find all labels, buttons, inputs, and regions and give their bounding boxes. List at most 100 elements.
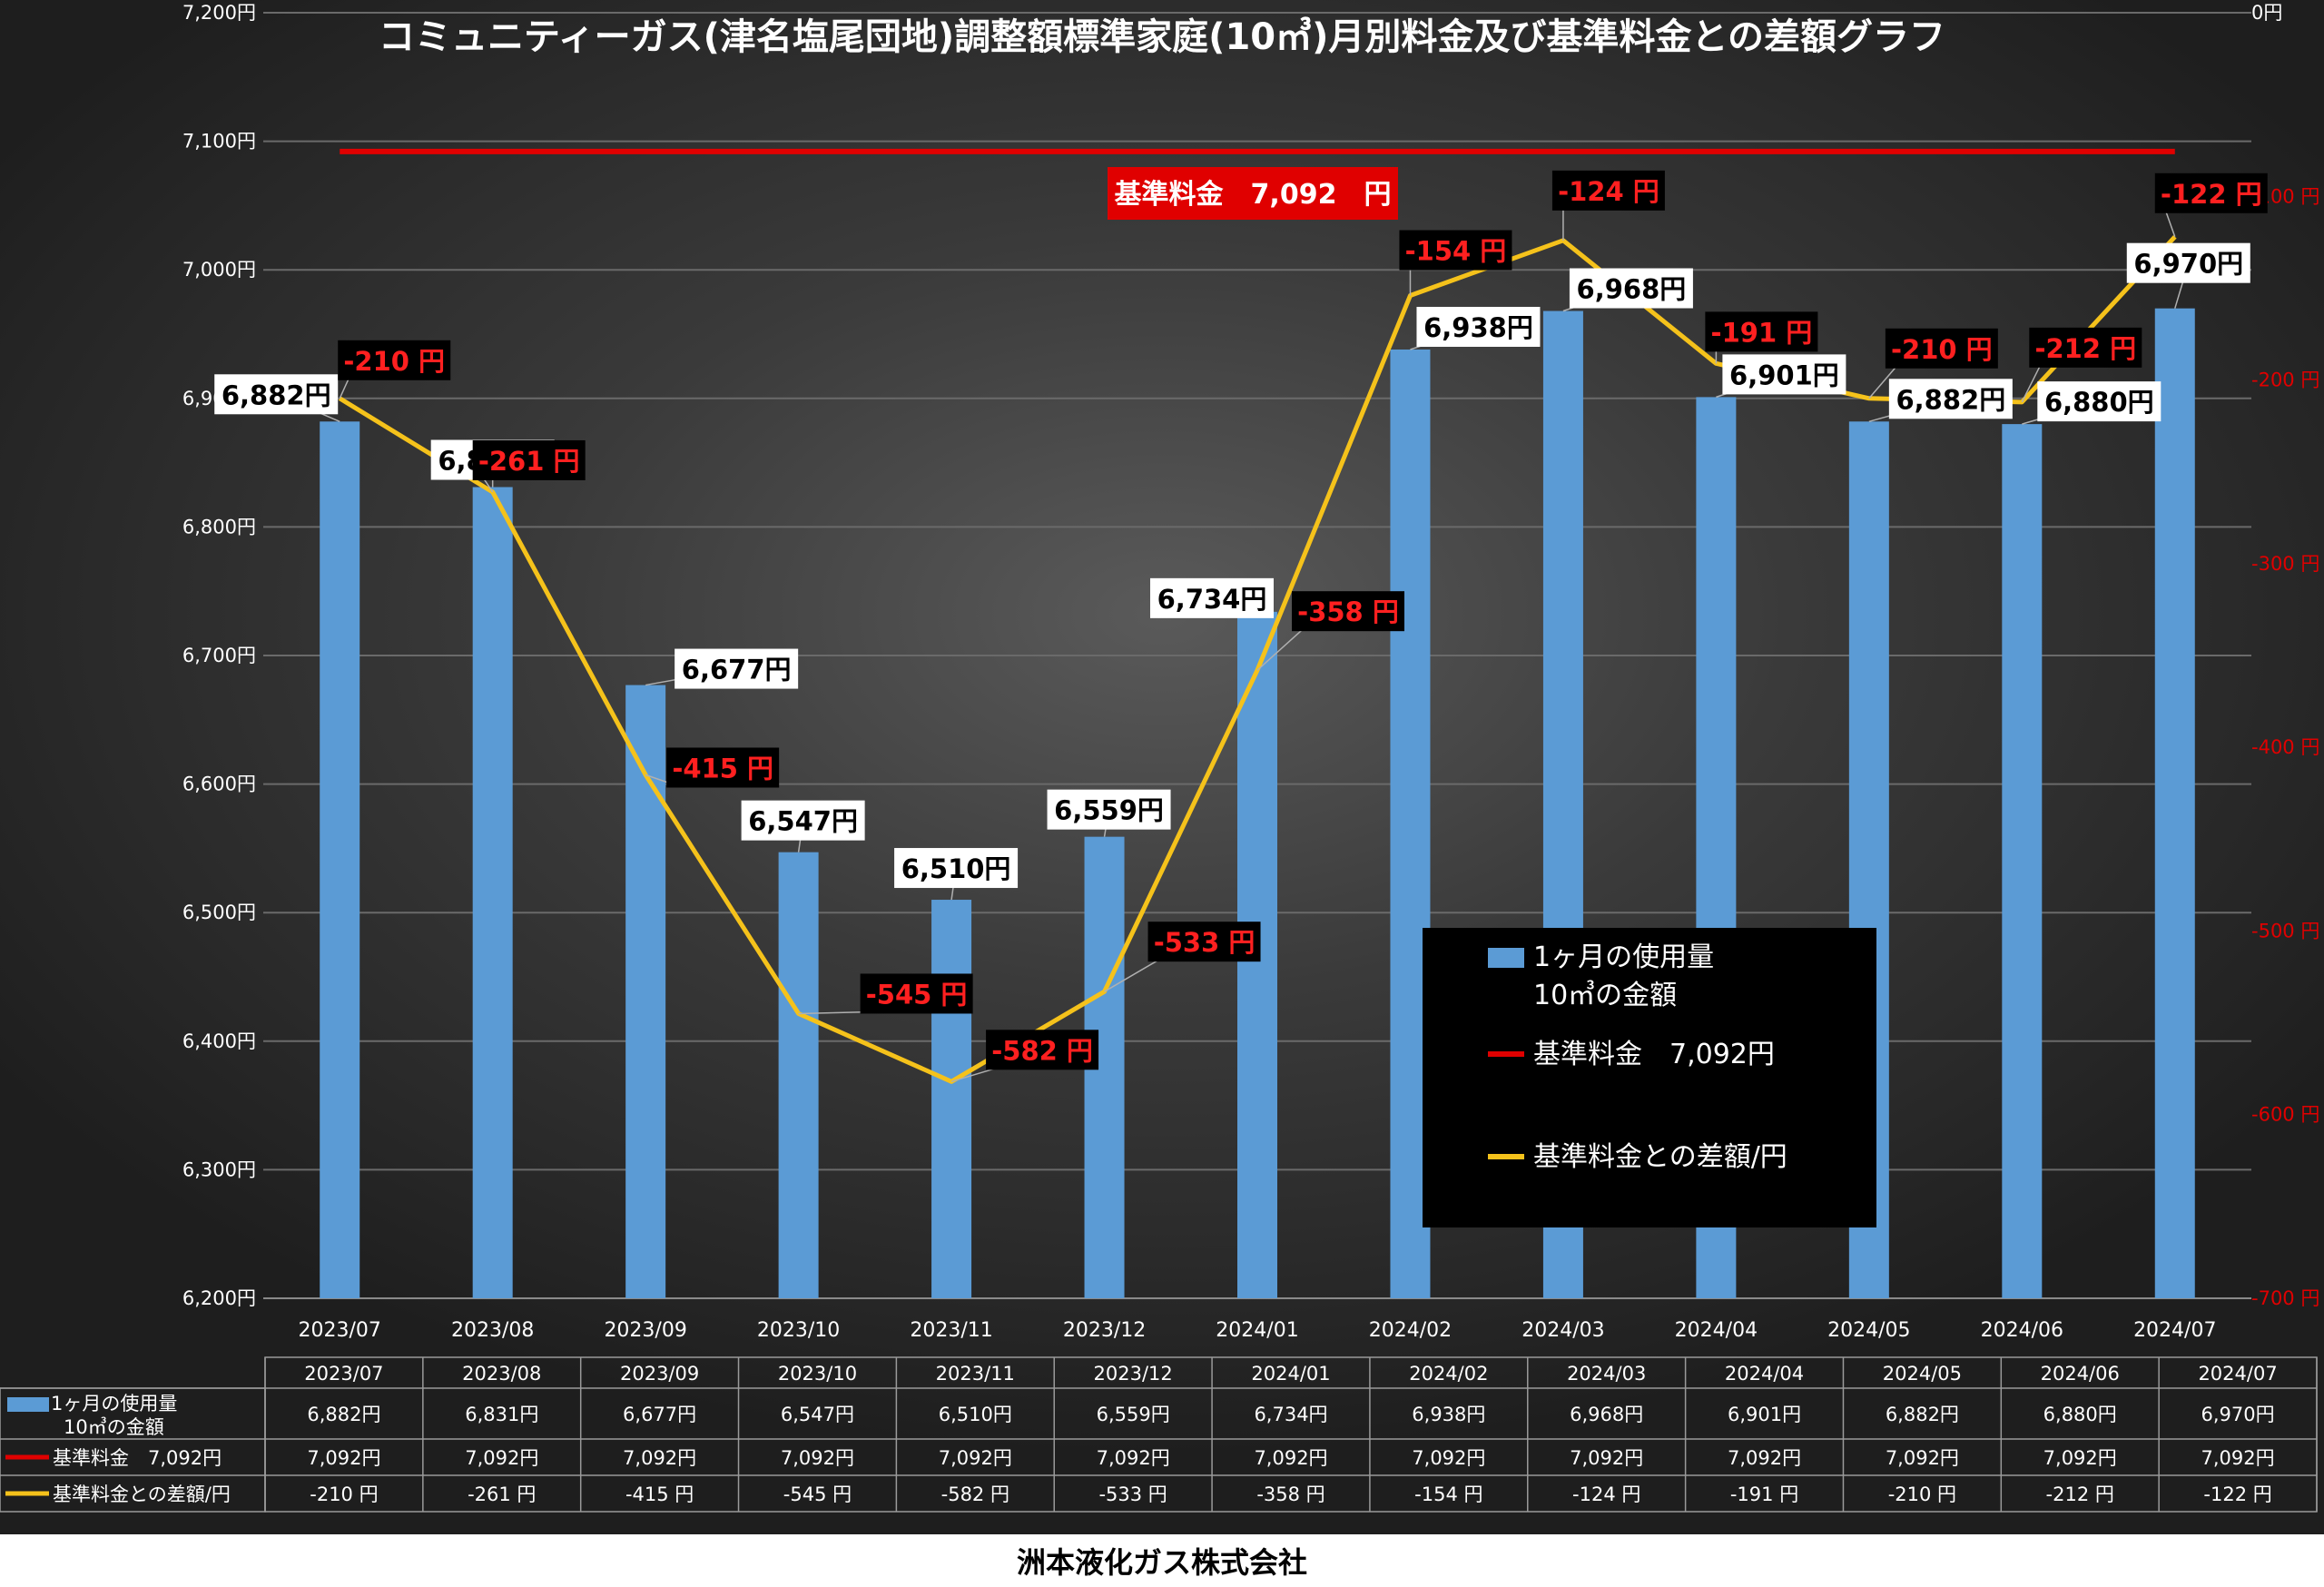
legend-box: [1423, 928, 1876, 1227]
table-cell: 7,092円: [1570, 1447, 1643, 1469]
reference-label: 基準料金 7,092 円: [1115, 179, 1392, 211]
bar: [2002, 424, 2043, 1298]
x-tick-label: 2023/10: [757, 1319, 840, 1342]
left-tick-label: 7,200円: [182, 2, 256, 24]
bar: [625, 685, 666, 1298]
table-cell: 6,880円: [2043, 1404, 2117, 1425]
x-tick-label: 2024/06: [1981, 1319, 2063, 1342]
table-header-cell: 2023/11: [936, 1363, 1015, 1385]
left-tick-label: 7,100円: [182, 131, 256, 153]
bar-label-box: [1150, 577, 1274, 618]
x-tick-label: 2024/04: [1675, 1319, 1758, 1342]
table-header-cell: 2024/04: [1725, 1363, 1804, 1385]
table-header-cell: 2024/07: [2198, 1363, 2277, 1385]
table-header-cell: 2023/10: [778, 1363, 857, 1385]
table-header-cell: 2023/07: [304, 1363, 383, 1385]
bar-value-label: 6,880円: [2044, 387, 2154, 418]
diff-value-label: -415 円: [672, 753, 773, 784]
diff-label-box: [338, 340, 451, 380]
table-cell: 6,970円: [2201, 1404, 2275, 1425]
table-cell: -210 円: [310, 1484, 378, 1505]
right-tick-label: -400 円: [2251, 736, 2319, 758]
table-cell: 6,547円: [781, 1404, 854, 1425]
table-cell: -212 円: [2046, 1484, 2114, 1505]
diff-label-leader: [339, 378, 350, 399]
table-cell: -261 円: [468, 1484, 536, 1505]
diff-label-box: [666, 747, 780, 788]
table-row-swatch: [7, 1397, 49, 1412]
chart-background: コミュニティーガス(津名塩尾団地)調整額標準家庭(10㎥)月別料金及び基準料金と…: [0, 0, 2324, 1534]
bar-label-box: [2126, 242, 2250, 283]
table-cell: -124 円: [1572, 1484, 1640, 1505]
table-cell: 6,831円: [465, 1404, 538, 1425]
diff-value-label: -122 円: [2161, 179, 2262, 210]
table-cell: 6,734円: [1254, 1404, 1327, 1425]
table-cell: 7,092円: [2043, 1447, 2117, 1469]
bar: [320, 421, 360, 1299]
x-tick-label: 2023/12: [1063, 1319, 1146, 1342]
chart-svg: コミュニティーガス(津名塩尾団地)調整額標準家庭(10㎥)月別料金及び基準料金と…: [0, 2, 2320, 1513]
diff-value-label: -191 円: [1711, 317, 1813, 348]
table-cell: 6,968円: [1570, 1404, 1643, 1425]
diff-label-box: [2029, 327, 2142, 368]
table-cell: -358 円: [1256, 1484, 1324, 1505]
diff-value-label: -533 円: [1154, 927, 1256, 958]
table-cell: 7,092円: [1412, 1447, 1485, 1469]
bar-label-box: [214, 374, 339, 415]
table-header-cell: 2024/05: [1883, 1363, 1962, 1385]
diff-value-label: -358 円: [1297, 596, 1399, 627]
right-tick-label: -600 円: [2251, 1104, 2319, 1126]
legend-swatch: [1488, 948, 1524, 968]
diff-label-box: [1885, 328, 1998, 369]
table-cell: -191 円: [1730, 1484, 1798, 1505]
table-cell: 7,092円: [781, 1447, 854, 1469]
diff-label-box: [1399, 230, 1512, 271]
table-cell: 6,559円: [1097, 1404, 1170, 1425]
bar-label-box: [1722, 354, 1846, 395]
company-name: 洲本液化ガス株式会社: [0, 1534, 2324, 1587]
table-header-cell: 2024/06: [2041, 1363, 2120, 1385]
bar-label-box: [1569, 268, 1693, 309]
diff-value-label: -212 円: [2034, 333, 2136, 364]
table-cell: -533 円: [1098, 1484, 1167, 1505]
left-tick-label: 6,200円: [182, 1287, 256, 1309]
table-header-cell: 2024/03: [1567, 1363, 1646, 1385]
table-row-header: 基準料金との差額/円: [53, 1484, 231, 1505]
bar-label-box: [741, 800, 865, 841]
bar-label-box: [1888, 379, 2013, 419]
table-cell: 7,092円: [939, 1447, 1012, 1469]
diff-label-leader: [1868, 366, 1897, 399]
diff-label-box: [472, 439, 586, 480]
table-cell: -122 円: [2203, 1484, 2271, 1505]
bar-label-box: [675, 648, 799, 689]
bar-value-label: 6,882円: [222, 380, 331, 410]
diff-label-leader: [1104, 959, 1159, 992]
diff-label-leader: [798, 1010, 872, 1015]
table-cell: 7,092円: [1254, 1447, 1327, 1469]
x-tick-label: 2024/01: [1216, 1319, 1298, 1342]
bar-value-label: 6,901円: [1729, 360, 1839, 390]
diff-label-leader: [1256, 628, 1304, 671]
left-tick-label: 7,000円: [182, 259, 256, 281]
table-row-header: 基準料金 7,092円: [53, 1447, 222, 1469]
diff-value-label: -582 円: [991, 1035, 1093, 1066]
diff-label-leader: [2165, 211, 2176, 238]
x-tick-label: 2023/07: [299, 1319, 381, 1342]
left-tick-label: 6,700円: [182, 645, 256, 666]
x-tick-label: 2024/07: [2133, 1319, 2216, 1342]
left-tick-label: 6,800円: [182, 516, 256, 537]
bar: [472, 487, 513, 1298]
bar-label-box: [894, 848, 1019, 889]
chart-title: コミュニティーガス(津名塩尾団地)調整額標準家庭(10㎥)月別料金及び基準料金と…: [379, 16, 1945, 58]
diff-value-label: -154 円: [1405, 236, 1507, 267]
bar-value-label: 6,677円: [682, 655, 792, 685]
table-cell: 7,092円: [623, 1447, 696, 1469]
table-cell: 6,882円: [1886, 1404, 1959, 1425]
left-tick-label: 6,400円: [182, 1030, 256, 1052]
diff-value-label: -261 円: [478, 446, 580, 477]
table-cell: 6,677円: [623, 1404, 696, 1425]
table-cell: -545 円: [783, 1484, 852, 1505]
table-cell: 7,092円: [1728, 1447, 1801, 1469]
bar-value-label: 6,938円: [1423, 312, 1533, 343]
x-tick-label: 2024/03: [1521, 1319, 1604, 1342]
